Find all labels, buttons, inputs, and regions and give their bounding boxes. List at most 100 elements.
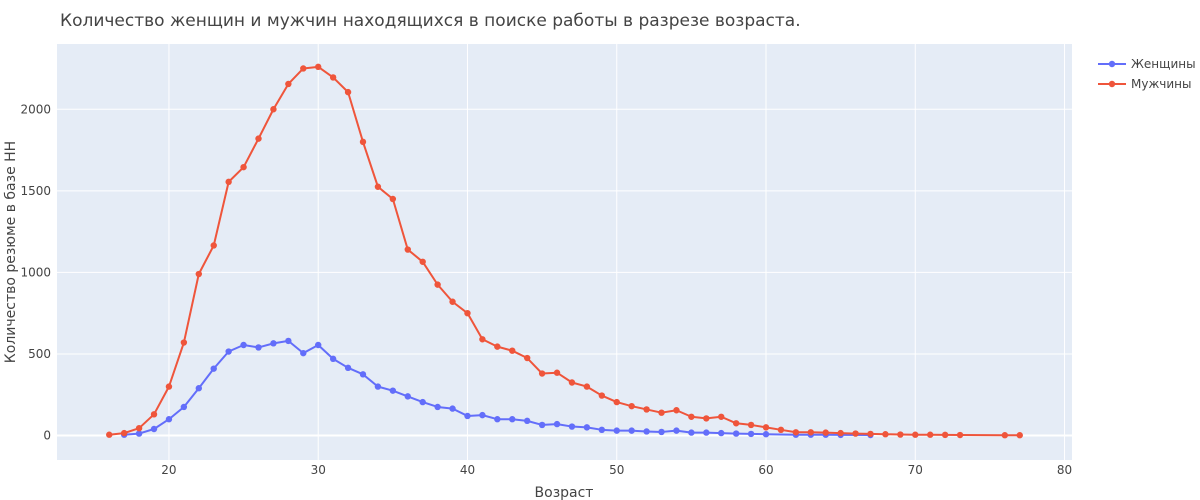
data-point <box>912 431 919 438</box>
data-point <box>464 412 471 420</box>
data-point <box>449 405 456 412</box>
data-point <box>315 63 322 71</box>
data-point <box>509 347 516 354</box>
data-point <box>225 348 232 355</box>
data-point <box>598 392 606 399</box>
data-point <box>374 383 382 390</box>
data-point <box>673 427 680 434</box>
data-point <box>150 411 158 418</box>
data-point <box>449 298 456 305</box>
data-point <box>703 415 710 422</box>
data-point <box>165 416 173 423</box>
data-point <box>210 365 217 372</box>
data-point <box>344 364 352 372</box>
y-tick-label: 1500 <box>20 184 51 198</box>
data-point <box>852 430 859 437</box>
data-point <box>628 427 635 434</box>
x-tick-label: 70 <box>908 463 923 477</box>
data-point <box>195 385 203 392</box>
data-point <box>270 106 277 113</box>
x-axis-label: Возраст <box>535 485 594 500</box>
x-tick-label: 50 <box>609 463 624 477</box>
data-point <box>419 258 426 265</box>
data-point <box>120 429 128 437</box>
data-point <box>718 429 725 437</box>
data-point <box>703 429 710 436</box>
data-point <box>135 424 143 432</box>
data-point <box>359 138 367 146</box>
data-point <box>777 426 785 434</box>
legend-label: Женщины <box>1131 57 1196 71</box>
data-point <box>598 426 606 434</box>
data-point <box>434 403 441 411</box>
data-point <box>225 178 232 186</box>
data-point <box>285 337 292 345</box>
data-point <box>523 417 531 425</box>
data-point <box>732 430 740 437</box>
data-point <box>106 431 113 438</box>
y-tick-label: 500 <box>28 347 51 361</box>
data-point <box>494 343 501 350</box>
data-point <box>837 429 844 437</box>
data-point <box>718 413 725 420</box>
data-point <box>762 431 770 438</box>
legend-item[interactable]: Мужчины <box>1098 77 1191 91</box>
data-point <box>270 340 277 347</box>
data-point <box>523 354 531 362</box>
data-point <box>628 402 635 410</box>
legend-swatch-marker <box>1108 60 1116 68</box>
data-point <box>419 398 426 406</box>
x-tick-label: 40 <box>460 463 475 477</box>
data-point <box>747 421 755 429</box>
data-point <box>822 429 829 436</box>
data-point <box>867 430 874 438</box>
data-point <box>897 431 904 438</box>
data-point <box>315 341 322 349</box>
data-point <box>479 336 486 343</box>
data-point <box>538 421 546 429</box>
data-point <box>150 425 158 433</box>
y-tick-label: 0 <box>43 429 51 443</box>
series-layer <box>106 63 1023 439</box>
data-point <box>389 195 397 203</box>
data-point <box>329 355 337 363</box>
legend-label: Мужчины <box>1131 77 1191 91</box>
data-point <box>583 383 591 390</box>
data-point <box>404 393 411 400</box>
data-point <box>300 65 307 72</box>
legend-swatch-marker <box>1108 80 1116 88</box>
data-point <box>359 371 367 378</box>
data-point <box>613 427 620 434</box>
data-point <box>732 420 740 427</box>
data-point <box>762 424 770 431</box>
x-tick-label: 30 <box>311 463 326 477</box>
chart-title: Количество женщин и мужчин находящихся в… <box>60 11 801 31</box>
data-point <box>180 403 188 411</box>
data-point <box>240 341 247 349</box>
data-point <box>688 429 695 436</box>
data-point <box>941 431 949 439</box>
y-tick-labels: 0 500 1000 1500 2000 <box>20 102 51 442</box>
data-point <box>688 413 695 420</box>
data-point <box>240 163 247 171</box>
legend-item[interactable]: Женщины <box>1098 57 1196 71</box>
data-point <box>195 270 203 278</box>
data-point <box>568 423 576 430</box>
data-point <box>135 430 143 437</box>
data-point <box>747 430 755 438</box>
data-point <box>583 424 591 431</box>
x-tick-label: 80 <box>1057 463 1072 477</box>
data-point <box>509 416 516 423</box>
data-point <box>344 88 352 96</box>
data-point <box>792 429 800 436</box>
data-point <box>673 407 680 414</box>
data-point <box>255 344 262 351</box>
data-point <box>210 242 217 249</box>
data-point <box>956 431 964 439</box>
data-point <box>1001 432 1009 439</box>
y-axis-label: Количество резюме в базе HH <box>3 141 19 363</box>
data-point <box>643 428 650 435</box>
data-point <box>553 369 561 376</box>
data-point <box>658 428 665 436</box>
data-point <box>479 411 486 419</box>
